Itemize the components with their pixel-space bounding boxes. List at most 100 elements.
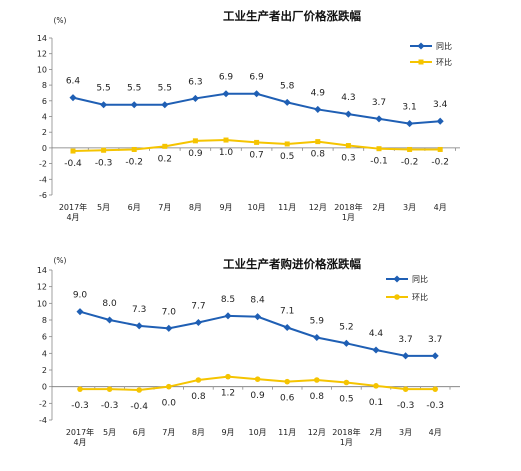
data-point xyxy=(161,101,169,109)
y-tick-label: 12 xyxy=(37,283,47,292)
data-label: 0.5 xyxy=(339,395,353,405)
data-point xyxy=(101,147,107,153)
y-axis-unit: (%) xyxy=(54,16,67,25)
x-tick-label: 2月 xyxy=(369,428,382,437)
data-point xyxy=(314,377,320,383)
data-point xyxy=(191,94,199,102)
data-label: 4.3 xyxy=(341,93,355,103)
data-point xyxy=(432,386,439,392)
data-point xyxy=(283,323,291,332)
data-point xyxy=(284,378,291,385)
data-point xyxy=(314,105,322,113)
data-label: -0.3 xyxy=(101,401,119,411)
series-mom: -0.3 -0.3 -0.4 0.0 0.8 1.2 0.9 0.6 0.8 0.5 0.1 -0.3… xyxy=(71,373,444,412)
data-point xyxy=(315,139,321,145)
x-tick-label: 2月 xyxy=(372,203,385,212)
x-tick-label: 5月 xyxy=(103,428,116,437)
x-tick-label: 8月 xyxy=(189,203,202,212)
x-tick-label: 1月 xyxy=(340,438,353,447)
data-label: 0.6 xyxy=(280,394,295,404)
data-point xyxy=(76,308,84,316)
y-tick-label: 0 xyxy=(42,144,47,153)
chart-title: 工业生产者购进价格涨跌幅 xyxy=(223,257,361,271)
x-tick-label: 2018年 xyxy=(332,427,360,437)
data-label: -0.2 xyxy=(401,157,419,167)
legend-marker xyxy=(417,42,425,50)
x-tick-label: 7月 xyxy=(162,428,175,437)
data-label: -0.4 xyxy=(130,402,148,412)
data-label: 8.0 xyxy=(102,299,117,309)
legend-marker xyxy=(393,275,401,283)
data-point xyxy=(135,322,143,330)
legend-label: 环比 xyxy=(412,292,428,302)
y-tick-label: -4 xyxy=(39,175,47,184)
data-point xyxy=(283,98,291,106)
data-point xyxy=(106,316,114,324)
x-tick-label: 7月 xyxy=(158,203,171,212)
data-point xyxy=(402,352,410,360)
data-point xyxy=(376,146,382,152)
data-point xyxy=(253,90,261,98)
data-point xyxy=(77,386,83,392)
y-tick-label: -2 xyxy=(39,399,47,408)
data-point xyxy=(106,386,113,392)
data-label: -0.1 xyxy=(370,157,388,167)
y-tick-label: 10 xyxy=(37,299,47,308)
data-point xyxy=(166,383,172,390)
y-tick-label: -4 xyxy=(39,416,47,425)
data-label: 5.5 xyxy=(127,84,141,94)
data-label: 7.0 xyxy=(162,307,177,317)
x-tick-label: 6月 xyxy=(128,203,141,212)
data-point xyxy=(345,143,351,149)
data-label: 3.7 xyxy=(372,98,386,108)
legend-label: 同比 xyxy=(412,274,428,284)
x-tick-label: 4月 xyxy=(434,203,447,212)
data-label: 7.7 xyxy=(191,302,205,312)
data-point xyxy=(407,146,413,152)
data-point xyxy=(225,373,231,380)
data-point xyxy=(192,138,198,144)
data-point xyxy=(342,339,350,347)
x-tick-label: 3月 xyxy=(399,428,412,437)
y-tick-label: 4 xyxy=(42,349,47,358)
data-point xyxy=(436,117,444,125)
data-label: 0.9 xyxy=(250,391,265,401)
x-tick-label: 11月 xyxy=(278,428,296,437)
x-tick-label: 12月 xyxy=(308,428,326,437)
data-label: 5.9 xyxy=(310,317,325,327)
y-tick-label: 4 xyxy=(42,113,47,122)
data-point xyxy=(431,352,439,360)
x-tick-label: 3月 xyxy=(403,203,416,212)
data-label: 3.4 xyxy=(433,100,448,110)
y-tick-label: 14 xyxy=(37,266,47,275)
x-tick-label: 4月 xyxy=(73,438,86,447)
data-point xyxy=(375,115,383,123)
data-point xyxy=(372,346,380,354)
data-label: 6.9 xyxy=(249,73,264,83)
data-label: 1.0 xyxy=(219,148,234,158)
data-point xyxy=(162,143,168,149)
y-tick-label: 6 xyxy=(42,333,47,342)
data-point xyxy=(223,137,229,143)
data-point xyxy=(222,90,230,98)
x-tick-label: 1月 xyxy=(342,213,355,222)
data-label: 4.9 xyxy=(311,88,326,98)
x-tick-label: 2018年 xyxy=(334,202,362,212)
data-point xyxy=(373,383,379,389)
y-axis-unit: (%) xyxy=(54,256,67,265)
legend-label: 同比 xyxy=(436,41,452,51)
data-point xyxy=(195,377,202,383)
data-point xyxy=(313,333,321,342)
data-label: 8.5 xyxy=(221,295,235,305)
data-label: 0.0 xyxy=(162,399,177,409)
data-label: -0.4 xyxy=(64,159,82,169)
data-label: 0.8 xyxy=(310,392,325,402)
x-tick-label: 10月 xyxy=(248,203,266,212)
data-label: 0.7 xyxy=(249,150,263,160)
data-label: -0.3 xyxy=(426,401,444,411)
data-label: 8.4 xyxy=(250,296,265,306)
